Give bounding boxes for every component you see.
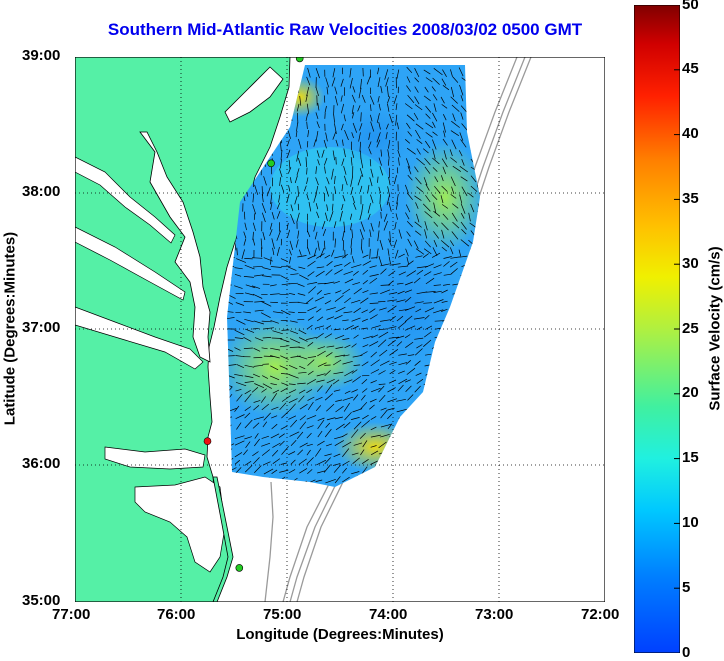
x-tick-label: 74:00 — [369, 606, 407, 623]
colorbar-label: Surface Velocity (cm/s) — [707, 199, 724, 459]
colorbar-tick: 35 — [682, 190, 699, 207]
x-tick-label: 73:00 — [475, 606, 513, 623]
velocity-vector — [272, 338, 283, 339]
colorbar-tick: 50 — [682, 0, 699, 13]
colorbar-tick: 20 — [682, 384, 699, 401]
colorbar — [634, 5, 680, 653]
colorbar-tick: 0 — [682, 644, 690, 661]
x-tick-label: 75:00 — [263, 606, 301, 623]
map-plot[interactable] — [75, 57, 605, 602]
velocity-vector — [370, 303, 379, 304]
velocity-vector — [298, 204, 299, 210]
page-title: Southern Mid-Atlantic Raw Velocities 200… — [0, 20, 690, 40]
velocity-vector — [371, 258, 377, 259]
velocity-vector — [397, 167, 398, 173]
colorbar-tick: 15 — [682, 449, 699, 466]
velocity-vector — [281, 239, 282, 245]
x-tick-label: 72:00 — [581, 606, 619, 623]
velocity-vector — [435, 321, 444, 322]
y-axis-title: Latitude (Degrees:Minutes) — [2, 179, 19, 479]
station-duck-marker — [204, 438, 211, 445]
colorbar-tick: 25 — [682, 320, 699, 337]
velocity-vector — [324, 96, 325, 103]
colorbar-tick: 30 — [682, 255, 699, 272]
velocity-vector — [254, 213, 255, 219]
velocity-vector — [297, 319, 304, 320]
velocity-vector — [378, 301, 385, 302]
station-cape-may-marker — [268, 160, 275, 167]
x-axis-title: Longitude (Degrees:Minutes) — [75, 626, 605, 643]
velocity-vector — [282, 330, 290, 331]
colorbar-tick: 10 — [682, 514, 699, 531]
colorbar-tick: 40 — [682, 125, 699, 142]
colorbar-tick: 45 — [682, 60, 699, 77]
velocity-vector — [362, 375, 369, 376]
velocity-vector — [307, 141, 308, 147]
y-tick-label: 37:00 — [22, 319, 60, 336]
y-tick-label: 38:00 — [22, 183, 60, 200]
x-tick-label: 76:00 — [157, 606, 195, 623]
velocity-vector — [307, 168, 308, 175]
y-tick-label: 36:00 — [22, 455, 60, 472]
station-hatteras-marker — [236, 564, 243, 571]
velocity-vector — [244, 258, 252, 259]
colorbar-tick: 5 — [682, 579, 690, 596]
velocity-vector — [235, 312, 241, 313]
velocity-vector — [336, 157, 337, 165]
velocity-vector — [297, 113, 298, 124]
x-tick-label: 77:00 — [52, 606, 90, 623]
y-tick-label: 39:00 — [22, 47, 60, 64]
station-north-marker — [296, 57, 303, 62]
velocity-vector — [379, 384, 386, 385]
velocity-vector — [381, 212, 382, 219]
